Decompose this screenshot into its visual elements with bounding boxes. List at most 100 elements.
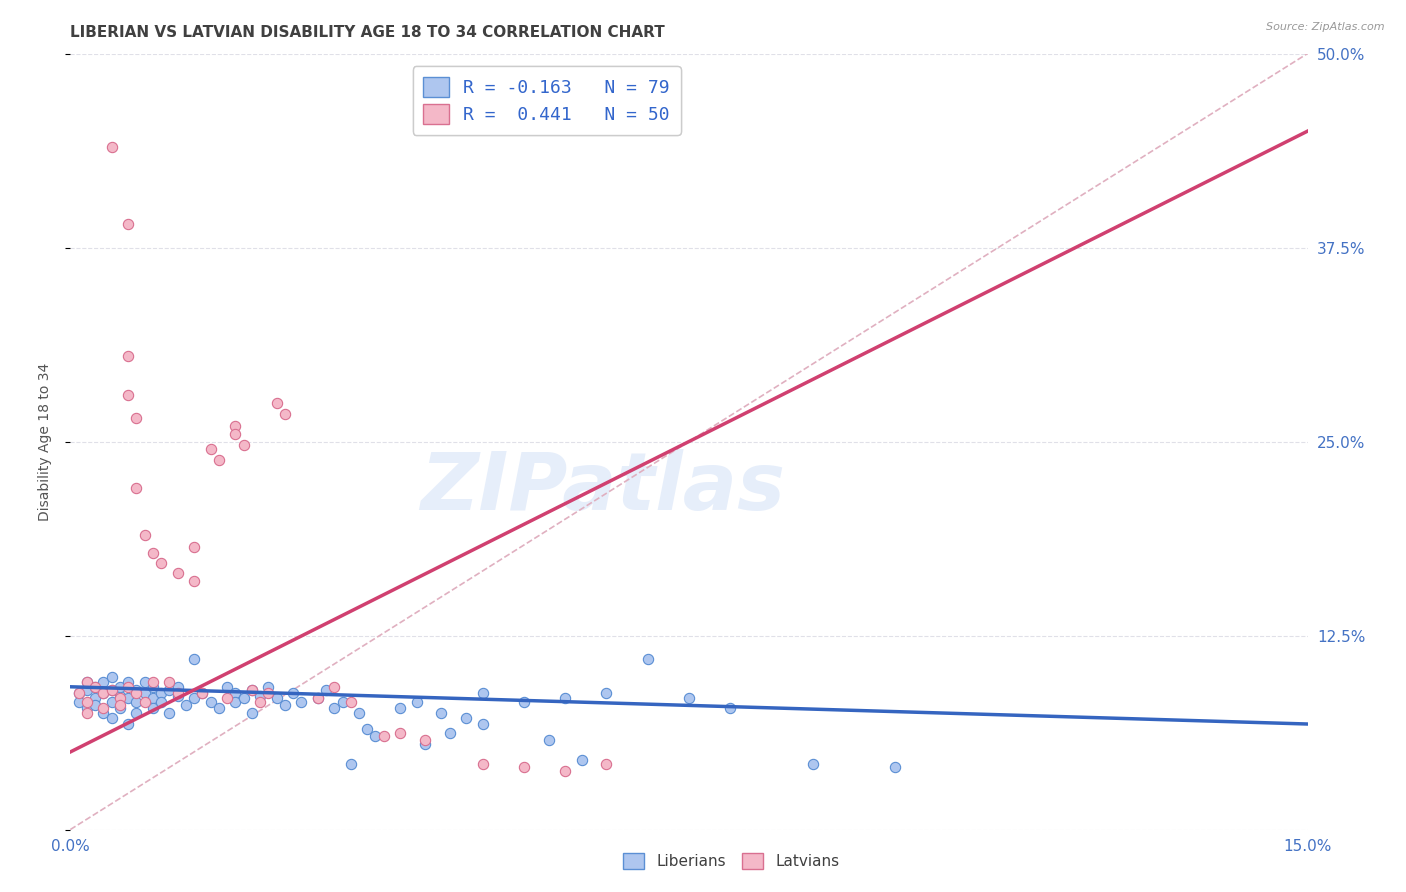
Point <box>142 701 165 715</box>
Point <box>108 690 131 705</box>
Point <box>413 732 436 747</box>
Point <box>339 695 361 709</box>
Point <box>257 686 280 700</box>
Point <box>290 695 312 709</box>
Point <box>67 695 90 709</box>
Point <box>166 680 188 694</box>
Point <box>439 726 461 740</box>
Text: Source: ZipAtlas.com: Source: ZipAtlas.com <box>1267 22 1385 32</box>
Point <box>208 453 231 467</box>
Text: ZIPatlas: ZIPatlas <box>420 449 785 527</box>
Point <box>315 682 337 697</box>
Point <box>91 706 114 721</box>
Point <box>183 574 205 589</box>
Point <box>108 701 131 715</box>
Point <box>373 730 395 744</box>
Point <box>240 706 263 721</box>
Point <box>166 689 188 703</box>
Point <box>274 407 297 421</box>
Point <box>157 706 180 721</box>
Point <box>76 706 98 721</box>
Point <box>108 680 131 694</box>
Point <box>347 706 370 721</box>
Point <box>100 670 122 684</box>
Point <box>240 682 263 697</box>
Point <box>554 764 576 778</box>
Point <box>125 682 148 697</box>
Point <box>554 690 576 705</box>
Point <box>76 675 98 690</box>
Point <box>134 695 156 709</box>
Point <box>117 349 139 363</box>
Point <box>208 701 231 715</box>
Point <box>157 682 180 697</box>
Point <box>150 695 173 709</box>
Point <box>249 695 271 709</box>
Point <box>150 686 173 700</box>
Point <box>91 686 114 700</box>
Point <box>266 396 288 410</box>
Point <box>637 652 659 666</box>
Point <box>76 701 98 715</box>
Point <box>595 686 617 700</box>
Point <box>125 706 148 721</box>
Point <box>108 698 131 713</box>
Point <box>125 695 148 709</box>
Point <box>224 686 246 700</box>
Point <box>100 139 122 153</box>
Point <box>356 722 378 736</box>
Point <box>108 689 131 703</box>
Point <box>117 680 139 694</box>
Point <box>884 760 907 774</box>
Point <box>174 698 197 713</box>
Point <box>142 690 165 705</box>
Point <box>84 690 107 705</box>
Point <box>183 690 205 705</box>
Point <box>183 652 205 666</box>
Point <box>91 701 114 715</box>
Point <box>91 675 114 690</box>
Point <box>456 711 478 725</box>
Point <box>224 419 246 434</box>
Point <box>323 680 346 694</box>
Point <box>389 701 412 715</box>
Point <box>117 388 139 402</box>
Point <box>125 411 148 425</box>
Point <box>471 757 494 772</box>
Point <box>224 426 246 441</box>
Point <box>232 437 254 451</box>
Point <box>142 675 165 690</box>
Point <box>595 757 617 772</box>
Point <box>84 680 107 694</box>
Point <box>67 686 90 700</box>
Point <box>84 698 107 713</box>
Point <box>389 726 412 740</box>
Point <box>339 757 361 772</box>
Point <box>200 442 222 457</box>
Point <box>134 527 156 541</box>
Point <box>117 675 139 690</box>
Point <box>200 695 222 709</box>
Point <box>332 695 354 709</box>
Point <box>240 682 263 697</box>
Point <box>117 690 139 705</box>
Point <box>142 680 165 694</box>
Legend: Liberians, Latvians: Liberians, Latvians <box>617 847 845 875</box>
Point <box>215 690 238 705</box>
Point <box>166 566 188 581</box>
Point <box>249 689 271 703</box>
Legend: R = -0.163   N = 79, R =  0.441   N = 50: R = -0.163 N = 79, R = 0.441 N = 50 <box>412 66 681 135</box>
Point <box>471 686 494 700</box>
Point <box>405 695 427 709</box>
Point <box>537 732 560 747</box>
Point <box>117 717 139 731</box>
Point <box>100 682 122 697</box>
Point <box>67 686 90 700</box>
Point <box>157 675 180 690</box>
Point <box>76 682 98 697</box>
Text: LIBERIAN VS LATVIAN DISABILITY AGE 18 TO 34 CORRELATION CHART: LIBERIAN VS LATVIAN DISABILITY AGE 18 TO… <box>70 25 665 40</box>
Point <box>224 695 246 709</box>
Point <box>364 730 387 744</box>
Point <box>91 686 114 700</box>
Point <box>215 680 238 694</box>
